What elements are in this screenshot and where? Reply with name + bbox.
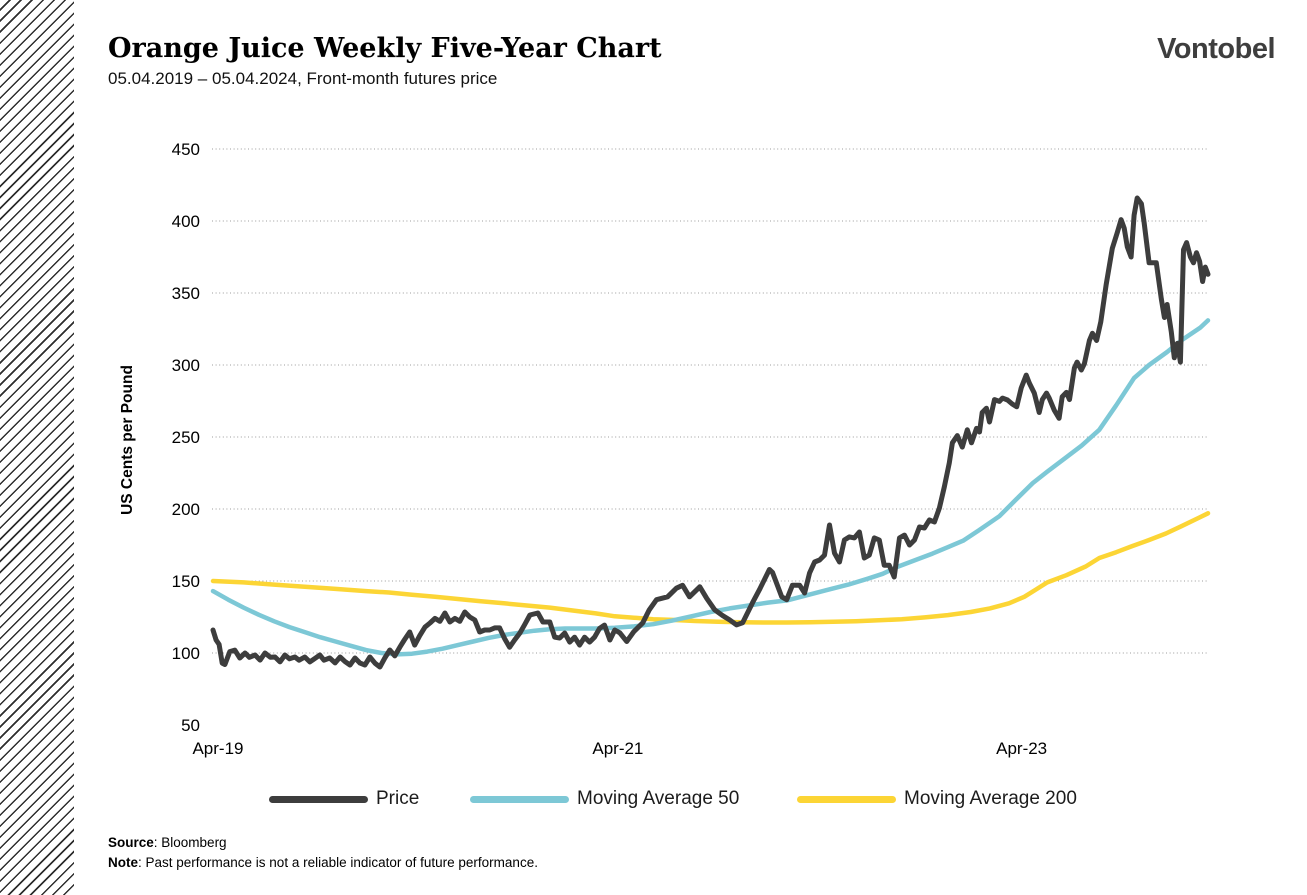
- x-tick-label-apr-21: Apr-21: [592, 739, 644, 758]
- y-tick-label-300: 300: [171, 355, 200, 375]
- source-value: : Bloomberg: [153, 835, 227, 850]
- y-tick-label-200: 200: [171, 499, 200, 519]
- note-value: : Past performance is not a reliable ind…: [138, 855, 538, 870]
- series-lines: [210, 195, 1211, 670]
- legend-swatch-moving-average-200: [797, 795, 896, 803]
- y-tick-label-100: 100: [171, 643, 200, 663]
- legend-item-moving-average-50: Moving Average 50: [470, 788, 740, 809]
- note-line: Note: Past performance is not a reliable…: [108, 853, 538, 873]
- price-line: [210, 195, 1211, 670]
- header: Orange Juice Weekly Five-Year Chart 05.0…: [108, 32, 662, 90]
- y-tick-label-50: 50: [181, 715, 200, 735]
- moving-average-200-line: [210, 511, 1211, 625]
- legend-label: Moving Average 200: [904, 788, 1077, 809]
- source-label: Source: [108, 835, 154, 850]
- y-tick-label-250: 250: [171, 427, 200, 447]
- legend-label: Price: [376, 788, 420, 809]
- x-tick-label-apr-23: Apr-23: [996, 739, 1048, 758]
- note-label: Note: [108, 855, 138, 870]
- legend-swatch-price: [269, 795, 368, 803]
- y-tick-label-400: 400: [171, 211, 200, 231]
- legend-label: Moving Average 50: [577, 788, 740, 809]
- decorative-hatch-band: [0, 0, 74, 895]
- page-subtitle: 05.04.2019 – 05.04.2024, Front-month fut…: [108, 69, 498, 88]
- footer: Source: Bloomberg Note: Past performance…: [108, 833, 538, 873]
- x-tick-label-apr-19: Apr-19: [192, 739, 244, 758]
- legend-swatch-moving-average-50: [470, 795, 569, 803]
- moving-average-50-line: [210, 318, 1211, 657]
- legend-item-moving-average-200: Moving Average 200: [797, 788, 1077, 809]
- page-title: Orange Juice Weekly Five-Year Chart: [108, 33, 662, 64]
- vontobel-logo: Vontobel: [1157, 33, 1275, 65]
- y-tick-label-450: 450: [171, 139, 200, 159]
- y-tick-label-350: 350: [171, 283, 200, 303]
- legend-item-price: Price: [269, 788, 420, 809]
- source-line: Source: Bloomberg: [108, 833, 538, 853]
- y-tick-label-150: 150: [171, 571, 200, 591]
